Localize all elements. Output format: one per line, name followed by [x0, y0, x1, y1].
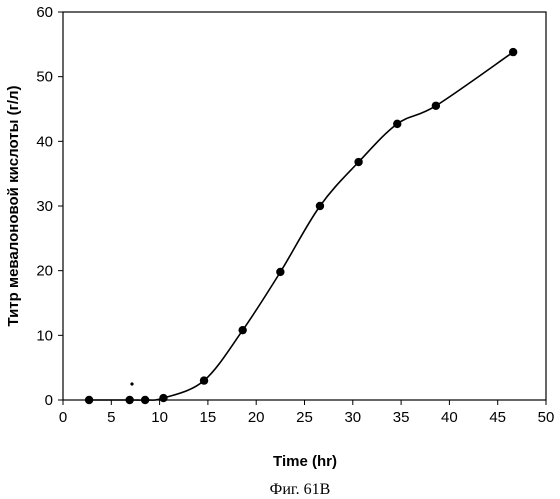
- x-tick-label: 25: [296, 409, 313, 426]
- data-point: [85, 396, 93, 404]
- x-tick-label: 45: [489, 409, 506, 426]
- x-tick-label: 50: [538, 409, 555, 426]
- y-tick-label: 10: [36, 327, 53, 344]
- x-tick-label: 15: [200, 409, 217, 426]
- data-point: [509, 48, 517, 56]
- stray-mark: [130, 382, 133, 385]
- data-point: [393, 120, 401, 128]
- y-tick-label: 20: [36, 263, 53, 280]
- figure-caption: Фиг. 61В: [270, 481, 331, 498]
- plot-border: [63, 12, 546, 400]
- x-tick-label: 35: [393, 409, 410, 426]
- data-point: [159, 394, 167, 402]
- x-tick-label: 10: [151, 409, 168, 426]
- y-tick-label: 60: [36, 4, 53, 21]
- y-ticks: 0 10 20 30 40 50 60: [36, 4, 63, 409]
- y-axis-label: Титр мевалоновой кислоты (г/л): [5, 85, 22, 326]
- data-point: [276, 268, 284, 276]
- x-tick-label: 40: [441, 409, 458, 426]
- data-point: [141, 396, 149, 404]
- x-tick-label: 20: [248, 409, 265, 426]
- data-point: [238, 326, 246, 334]
- data-point: [354, 158, 362, 166]
- series-line: [89, 52, 513, 400]
- data-point: [200, 376, 208, 384]
- data-point: [432, 102, 440, 110]
- y-tick-label: 40: [36, 133, 53, 150]
- data-point: [316, 202, 324, 210]
- x-tick-label: 30: [344, 409, 361, 426]
- x-tick-label: 5: [107, 409, 115, 426]
- y-tick-label: 0: [45, 392, 53, 409]
- x-ticks: 0 5 10 15 20 25 30 35 40 45 50: [59, 400, 555, 426]
- data-point: [125, 396, 133, 404]
- y-tick-label: 30: [36, 198, 53, 215]
- y-tick-label: 50: [36, 69, 53, 86]
- x-tick-label: 0: [59, 409, 67, 426]
- plot-frame: [63, 12, 546, 400]
- series-group: [85, 48, 517, 404]
- x-axis-label: Time (hr): [273, 453, 337, 470]
